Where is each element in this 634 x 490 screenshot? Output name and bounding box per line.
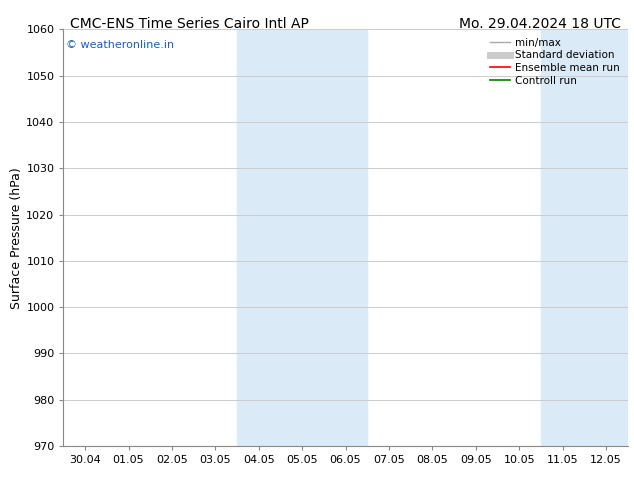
Legend: min/max, Standard deviation, Ensemble mean run, Controll run: min/max, Standard deviation, Ensemble me… (486, 35, 623, 89)
Text: © weatheronline.in: © weatheronline.in (66, 40, 174, 50)
Bar (237, 29, 367, 446)
Text: CMC-ENS Time Series Cairo Intl AP: CMC-ENS Time Series Cairo Intl AP (70, 17, 309, 31)
Text: Mo. 29.04.2024 18 UTC: Mo. 29.04.2024 18 UTC (459, 17, 621, 31)
Bar (541, 29, 628, 446)
Y-axis label: Surface Pressure (hPa): Surface Pressure (hPa) (11, 167, 23, 309)
